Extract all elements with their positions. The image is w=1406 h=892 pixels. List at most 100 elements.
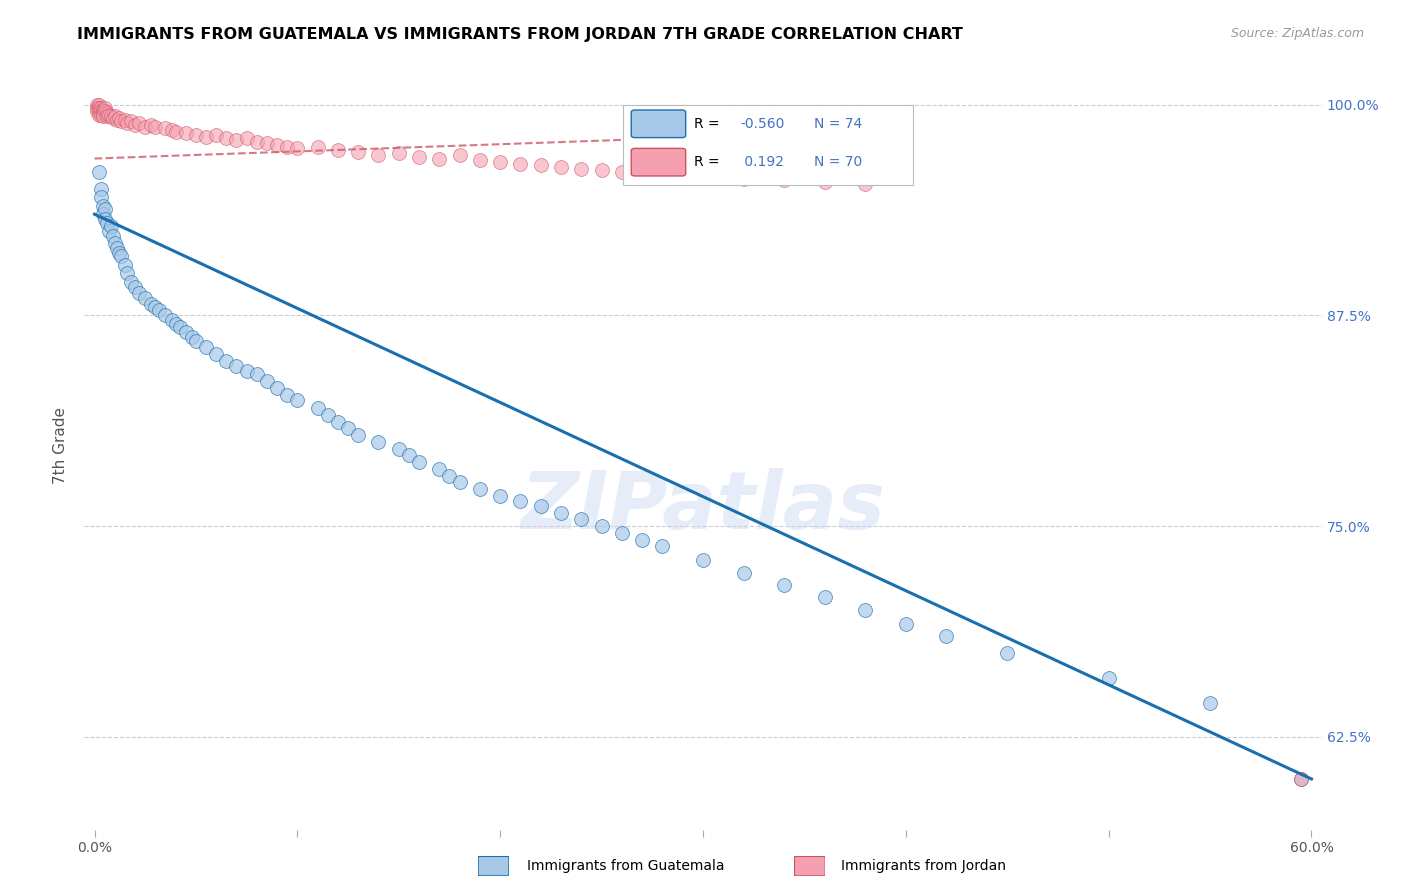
Point: [195, 129, 218, 144]
Point: [141, 296, 163, 310]
Point: [87, 97, 110, 112]
Point: [93, 101, 115, 115]
Point: [165, 317, 187, 331]
Point: [114, 112, 136, 127]
Point: [104, 235, 127, 250]
Point: [316, 408, 339, 422]
Point: [105, 112, 128, 127]
Point: [96, 106, 118, 120]
Point: [108, 111, 131, 125]
Point: [427, 152, 450, 166]
Point: [449, 148, 471, 162]
Point: [307, 140, 329, 154]
Text: R =: R =: [695, 117, 724, 131]
Point: [225, 359, 247, 373]
Point: [631, 533, 654, 547]
Point: [155, 121, 177, 136]
Point: [169, 320, 191, 334]
Point: [347, 428, 370, 442]
Point: [853, 177, 876, 191]
Point: [86, 101, 108, 115]
Point: [307, 401, 329, 415]
Point: [733, 171, 755, 186]
Point: [692, 169, 714, 183]
Point: [215, 131, 238, 145]
Text: N = 74: N = 74: [814, 117, 863, 131]
Point: [91, 207, 114, 221]
Point: [124, 118, 146, 132]
Text: 0.192: 0.192: [740, 155, 785, 169]
Point: [160, 313, 183, 327]
Point: [692, 553, 714, 567]
Point: [134, 292, 156, 306]
Point: [276, 387, 298, 401]
Point: [894, 616, 917, 631]
Point: [101, 111, 124, 125]
Point: [155, 309, 177, 323]
Point: [388, 146, 411, 161]
Point: [388, 442, 411, 456]
FancyBboxPatch shape: [623, 104, 914, 186]
Point: [256, 374, 278, 388]
Point: [90, 182, 112, 196]
Point: [591, 519, 613, 533]
Point: [326, 415, 349, 429]
Point: [180, 330, 202, 344]
Point: [276, 140, 298, 154]
Point: [1199, 696, 1222, 710]
Point: [246, 135, 269, 149]
Point: [174, 325, 197, 339]
Point: [569, 512, 592, 526]
Point: [651, 539, 673, 553]
Point: [101, 229, 124, 244]
FancyBboxPatch shape: [631, 148, 686, 176]
Point: [1291, 772, 1313, 786]
Point: [105, 241, 128, 255]
Point: [104, 109, 127, 123]
Point: [205, 347, 228, 361]
Point: [651, 167, 673, 181]
Point: [195, 340, 218, 354]
Point: [266, 381, 288, 395]
Point: [160, 123, 183, 137]
Point: [110, 114, 132, 128]
Point: [569, 161, 592, 176]
Point: [814, 590, 837, 604]
Point: [285, 141, 308, 155]
Point: [96, 216, 118, 230]
Point: [108, 246, 131, 260]
Point: [114, 258, 136, 272]
Point: [124, 279, 146, 293]
Point: [174, 126, 197, 140]
Point: [91, 109, 114, 123]
Point: [509, 156, 531, 170]
Point: [97, 108, 120, 122]
Point: [489, 155, 512, 169]
Point: [408, 150, 430, 164]
Point: [347, 145, 370, 159]
Point: [100, 219, 122, 233]
Point: [1098, 671, 1121, 685]
Point: [530, 499, 553, 513]
Point: [90, 190, 112, 204]
Point: [468, 482, 491, 496]
Point: [285, 392, 308, 407]
Point: [115, 266, 138, 280]
Point: [120, 114, 142, 128]
Point: [93, 212, 115, 227]
Point: [509, 493, 531, 508]
Point: [91, 106, 114, 120]
Point: [115, 116, 138, 130]
Point: [246, 368, 269, 382]
FancyBboxPatch shape: [478, 856, 509, 876]
Text: IMMIGRANTS FROM GUATEMALA VS IMMIGRANTS FROM JORDAN 7TH GRADE CORRELATION CHART: IMMIGRANTS FROM GUATEMALA VS IMMIGRANTS …: [77, 27, 963, 42]
Point: [439, 468, 461, 483]
Point: [530, 158, 553, 172]
Point: [120, 275, 142, 289]
Text: Source: ZipAtlas.com: Source: ZipAtlas.com: [1230, 27, 1364, 40]
Point: [256, 136, 278, 151]
Point: [91, 103, 114, 117]
Point: [148, 303, 170, 318]
Point: [773, 578, 796, 592]
Point: [87, 165, 110, 179]
